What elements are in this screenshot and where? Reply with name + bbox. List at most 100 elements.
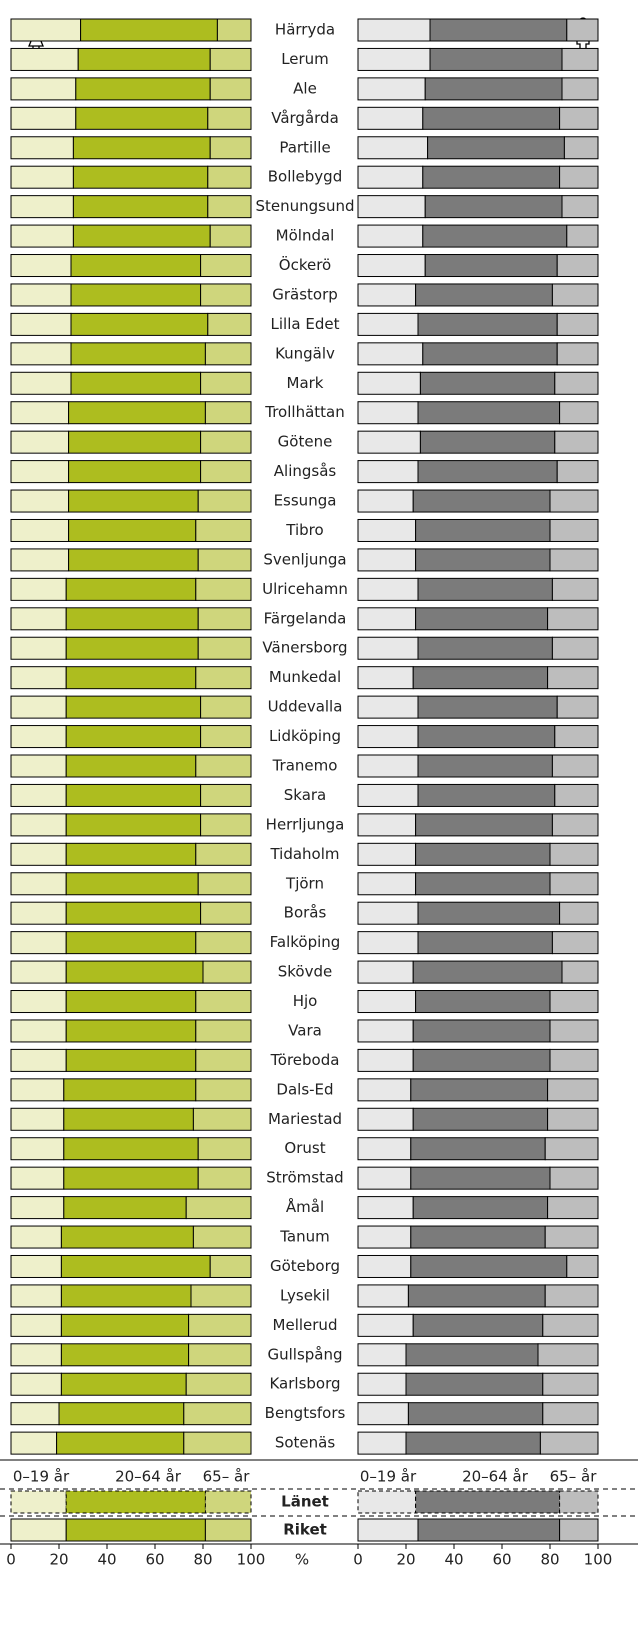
bar-segment xyxy=(556,695,599,719)
bar-segment xyxy=(10,872,67,896)
category-label: Ale xyxy=(293,79,317,97)
bar-segment xyxy=(357,1402,409,1426)
bar-segment xyxy=(412,1019,551,1043)
bar-segment xyxy=(207,165,252,189)
bar-segment xyxy=(417,695,558,719)
bar-segment xyxy=(357,842,417,866)
bar-segment xyxy=(357,106,424,130)
category-label: Grästorp xyxy=(272,285,338,303)
bar-segment xyxy=(72,136,211,160)
bar-segment xyxy=(63,1078,197,1102)
bar-segment xyxy=(357,1019,414,1043)
bar-segment xyxy=(549,1019,599,1043)
bar-segment xyxy=(357,136,429,160)
bar-segment xyxy=(68,401,206,425)
category-label: Tranemo xyxy=(272,757,338,775)
bar-segment xyxy=(424,195,563,219)
bar-segment xyxy=(417,901,561,925)
bar-segment xyxy=(10,371,72,395)
bar-segment xyxy=(357,1490,417,1514)
bar-segment xyxy=(357,283,417,307)
bar-segment xyxy=(410,1254,568,1278)
bar-segment xyxy=(412,489,551,513)
legend-label: 0–19 år xyxy=(360,1468,417,1486)
bar-segment xyxy=(357,548,417,572)
bar-segment xyxy=(10,1107,65,1131)
category-label: Sotenäs xyxy=(275,1434,336,1452)
bar-segment xyxy=(10,518,70,542)
category-label: Vara xyxy=(288,1021,322,1039)
bar-segment xyxy=(10,901,67,925)
bar-segment xyxy=(357,783,419,807)
bar-segment xyxy=(405,1431,541,1455)
bar-segment xyxy=(200,430,252,454)
bar-segment xyxy=(195,990,252,1014)
bar-segment xyxy=(357,195,426,219)
bar-segment xyxy=(357,990,417,1014)
bar-segment xyxy=(200,460,252,484)
bar-segment xyxy=(559,901,599,925)
bar-segment xyxy=(200,783,252,807)
bar-segment xyxy=(554,371,599,395)
bar-segment xyxy=(65,725,202,749)
bar-segment xyxy=(424,254,558,278)
category-label: Härryda xyxy=(275,21,335,39)
bar-segment xyxy=(70,283,202,307)
category-label: Bollebygd xyxy=(268,168,342,186)
bar-segment xyxy=(357,1166,412,1190)
category-label: Partille xyxy=(279,138,330,156)
bar-segment xyxy=(10,1372,62,1396)
bar-segment xyxy=(544,1137,599,1161)
bar-segment xyxy=(10,18,82,42)
category-label: Alingsås xyxy=(274,462,337,480)
x-tick-label: 0 xyxy=(6,1551,16,1569)
bar-segment xyxy=(10,548,70,572)
x-tick-label: 40 xyxy=(97,1551,116,1569)
bar-segment xyxy=(200,254,252,278)
bar-segment xyxy=(422,342,558,366)
category-label: Lysekil xyxy=(280,1286,330,1304)
bar-segment xyxy=(188,1343,252,1367)
bar-segment xyxy=(357,1343,407,1367)
bar-segment xyxy=(63,1166,199,1190)
bar-segment xyxy=(537,1343,599,1367)
bar-segment xyxy=(10,489,70,513)
bar-segment xyxy=(542,1372,599,1396)
bar-segment xyxy=(10,1137,65,1161)
bar-segment xyxy=(357,636,419,660)
bar-segment xyxy=(427,136,565,160)
bar-segment xyxy=(357,1078,412,1102)
bar-segment xyxy=(204,1518,252,1542)
category-label: Karlsborg xyxy=(269,1375,340,1393)
bar-segment xyxy=(357,342,424,366)
bar-segment xyxy=(200,725,252,749)
bar-segment xyxy=(412,1107,549,1131)
bar-segment xyxy=(357,371,421,395)
bar-segment xyxy=(10,666,67,690)
category-label: Mariestad xyxy=(268,1110,342,1128)
bar-segment xyxy=(415,872,551,896)
bar-segment xyxy=(65,931,197,955)
category-label: Färgelanda xyxy=(264,609,347,627)
bar-segment xyxy=(72,224,211,248)
bar-segment xyxy=(65,666,197,690)
bar-segment xyxy=(60,1225,194,1249)
bar-segment xyxy=(357,489,414,513)
bar-segment xyxy=(357,1284,409,1308)
legend-label: 65– år xyxy=(203,1468,251,1486)
bar-segment xyxy=(75,106,209,130)
bar-segment xyxy=(72,195,209,219)
bar-segment xyxy=(559,401,599,425)
bar-segment xyxy=(357,666,414,690)
legend-label: 20–64 år xyxy=(115,1468,182,1486)
category-label: Skövde xyxy=(278,963,332,981)
bar-segment xyxy=(65,577,197,601)
bar-segment xyxy=(357,224,424,248)
bar-segment xyxy=(412,1313,544,1337)
bar-segment xyxy=(424,77,563,101)
bar-segment xyxy=(10,1078,65,1102)
bar-segment xyxy=(561,195,599,219)
category-label: Skara xyxy=(284,786,327,804)
category-label: Svenljunga xyxy=(263,550,346,568)
bar-segment xyxy=(200,695,252,719)
